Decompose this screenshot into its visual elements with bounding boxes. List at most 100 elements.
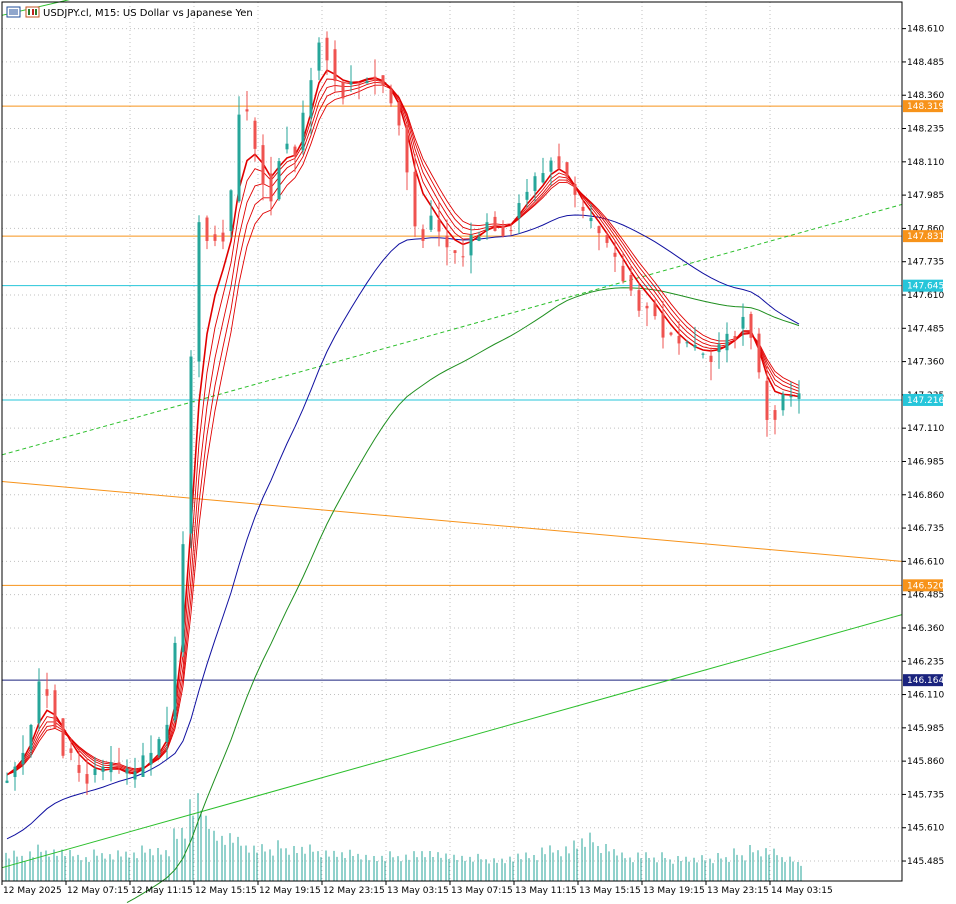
candle-body (581, 206, 585, 211)
candle-body (453, 250, 457, 253)
candle-body (757, 333, 761, 373)
candle-body (269, 173, 273, 202)
price-tag (903, 230, 943, 243)
candle-body (101, 766, 105, 772)
candle-body (597, 226, 601, 234)
candle-body (53, 690, 57, 728)
y-tick-label: 147.485 (907, 324, 944, 334)
candle-body (157, 739, 161, 756)
candle-body (445, 235, 449, 248)
y-tick-label: 147.110 (907, 424, 944, 434)
price-tag-label: 146.164 (907, 676, 944, 686)
menu-icon[interactable] (6, 6, 21, 18)
x-tick-label: 12 May 23:15 (323, 886, 385, 896)
candle-body (789, 396, 793, 398)
trend-line-dashed (1, 203, 903, 456)
y-tick-label: 146.360 (907, 624, 944, 634)
x-tick-label: 12 May 07:15 (67, 886, 129, 896)
candle-body (485, 222, 489, 231)
moving-averages (6, 69, 800, 904)
candle-body (333, 49, 337, 82)
candle-body (461, 256, 465, 258)
price-tag (903, 579, 943, 592)
price-tag-label: 147.831 (907, 232, 944, 242)
candle-body (621, 265, 625, 282)
candle-body (301, 112, 305, 151)
plot-border (1, 1, 903, 882)
y-tick-label: 146.110 (907, 691, 944, 701)
x-tick-label: 13 May 15:15 (579, 886, 641, 896)
ribbon-line (6, 78, 800, 776)
volume-histogram (5, 793, 802, 881)
y-tick-label: 145.735 (907, 790, 944, 800)
y-tick-label: 145.860 (907, 757, 944, 767)
candle-body (45, 689, 49, 696)
candle-body (549, 160, 553, 172)
y-tick-label: 147.610 (907, 291, 944, 301)
y-tick-label: 147.860 (907, 224, 944, 234)
y-tick-label: 147.985 (907, 191, 944, 201)
candle-body (29, 724, 33, 750)
candle-body (717, 344, 721, 353)
candle-body (421, 229, 425, 241)
candle-body (5, 780, 9, 783)
candle-body (365, 81, 369, 84)
candle-body (653, 303, 657, 317)
candle-body (517, 203, 521, 219)
ribbon-line (6, 84, 800, 776)
candle-body (493, 216, 497, 231)
ribbon-line (6, 81, 800, 776)
price-tag-label: 147.216 (907, 396, 944, 406)
x-tick-label: 13 May 19:15 (643, 886, 705, 896)
y-tick-label: 146.985 (907, 457, 944, 467)
candle-body (373, 76, 377, 81)
x-tick-label: 14 May 03:15 (771, 886, 833, 896)
y-tick-label: 148.360 (907, 91, 944, 101)
candle-body (261, 145, 265, 185)
candle-body (509, 230, 513, 232)
y-tick-label: 145.485 (907, 857, 944, 867)
symbol-icon (25, 6, 40, 18)
candle-body (557, 156, 561, 169)
candle-body (93, 768, 97, 775)
candle-body (173, 642, 177, 721)
candle-body (237, 114, 241, 202)
candle-body (685, 342, 689, 344)
candle-body (85, 774, 89, 784)
candle-body (501, 225, 505, 237)
candle-body (245, 109, 249, 112)
y-tick-label: 146.235 (907, 657, 944, 667)
time-axis: 12 May 2025 12 May 07:15 12 May 11:15 12 Ma… (1, 881, 833, 896)
x-tick-label: 13 May 11:15 (515, 886, 577, 896)
chart-title: USDJPY.cl, M15: US Dollar vs Japanese Ye… (43, 8, 253, 19)
candles (5, 31, 801, 796)
candle-body (741, 316, 745, 329)
candle-body (605, 235, 609, 243)
candle-body (677, 336, 681, 344)
candle-body (405, 124, 409, 173)
price-tag (903, 393, 943, 406)
candle-body (181, 544, 185, 653)
candle-body (389, 89, 393, 104)
ma-blue-line (6, 214, 800, 840)
candle-body (573, 183, 577, 195)
candle-body (325, 37, 329, 61)
x-tick-label: 12 May 2025 (3, 886, 62, 896)
candle-body (357, 82, 361, 84)
candle-body (61, 718, 65, 756)
price-tag-label: 147.645 (907, 282, 944, 292)
x-tick-label: 13 May 07:15 (451, 886, 513, 896)
y-tick-label: 146.485 (907, 591, 944, 601)
candle-body (229, 190, 233, 232)
ribbon-line (6, 79, 800, 776)
price-tag (903, 674, 943, 687)
candle-body (645, 305, 649, 309)
candle-body (749, 313, 753, 338)
candle-body (277, 161, 281, 200)
y-tick-label: 146.860 (907, 491, 944, 501)
candle-body (109, 762, 113, 773)
candle-body (733, 335, 737, 340)
candle-body (413, 171, 417, 227)
candle-body (637, 290, 641, 311)
